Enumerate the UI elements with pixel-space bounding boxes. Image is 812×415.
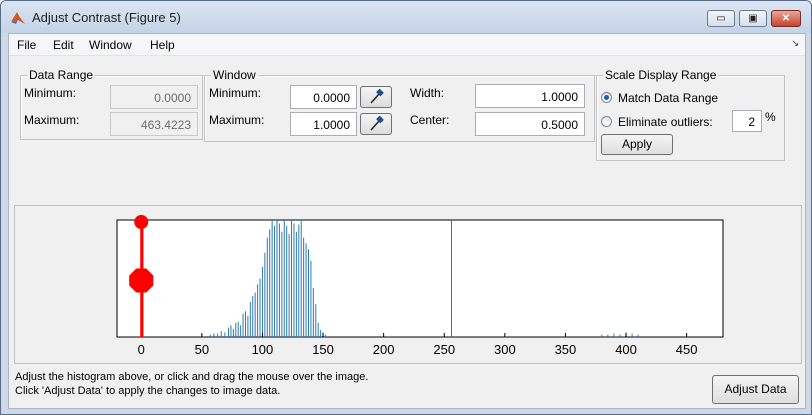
scale-title: Scale Display Range xyxy=(603,68,719,82)
match-data-range-label[interactable]: Match Data Range xyxy=(618,91,719,105)
x-tick-label: 350 xyxy=(555,342,577,357)
plot-area xyxy=(116,219,724,338)
x-tick-label: 50 xyxy=(195,342,209,357)
x-tick-label: 250 xyxy=(433,342,455,357)
client-area: File Edit Window Help ↘ Data Range Minim… xyxy=(8,33,806,409)
eliminate-outliers-radio[interactable] xyxy=(601,116,612,127)
data-max-field: 463.4223 xyxy=(110,112,198,136)
match-data-range-radio[interactable] xyxy=(601,92,612,103)
window-min-label: Minimum: xyxy=(209,86,262,100)
data-min-field: 0.0000 xyxy=(110,85,198,109)
menu-window[interactable]: Window xyxy=(89,38,132,52)
eyedropper-icon xyxy=(370,88,384,104)
outliers-percent-field[interactable]: 2 xyxy=(732,110,762,132)
window-title: Adjust Contrast (Figure 5) xyxy=(32,10,181,25)
help-text-line2: Click 'Adjust Data' to apply the changes… xyxy=(15,385,281,397)
matlab-icon xyxy=(11,12,25,24)
pick-max-button[interactable] xyxy=(360,113,392,135)
x-tick-label: 200 xyxy=(373,342,395,357)
window-max-label: Maximum: xyxy=(209,113,265,127)
x-tick-label: 100 xyxy=(252,342,274,357)
window-center-field[interactable]: 0.5000 xyxy=(475,112,585,136)
menu-edit[interactable]: Edit xyxy=(53,38,74,52)
data-max-label: Maximum: xyxy=(24,113,80,127)
window-width-label: Width: xyxy=(410,86,445,100)
window-panel-title: Window xyxy=(211,68,258,82)
help-text-line1: Adjust the histogram above, or click and… xyxy=(15,371,369,383)
window-panel: Window Minimum: 0.0000 Maximum: 1.0000 W… xyxy=(204,68,595,142)
eyedropper-icon xyxy=(370,115,384,131)
x-tick-label: 300 xyxy=(494,342,516,357)
histogram-panel xyxy=(14,205,802,364)
maximize-button[interactable]: ▣ xyxy=(739,10,767,27)
data-range-title: Data Range xyxy=(27,68,96,82)
title-bar[interactable]: Adjust Contrast (Figure 5) ▭ ▣ ✕ xyxy=(1,1,811,33)
window-center-label: Center: xyxy=(410,113,450,127)
data-min-label: Minimum: xyxy=(24,86,77,100)
percent-label: % xyxy=(765,110,776,124)
window-max-handle[interactable] xyxy=(134,215,149,229)
menu-bar: File Edit Window Help ↘ xyxy=(9,34,805,56)
eliminate-outliers-label[interactable]: Eliminate outliers: xyxy=(618,115,713,129)
window-width-field[interactable]: 1.0000 xyxy=(475,84,585,108)
histogram-chart[interactable]: 0 50 100 150 200 250 300 350 400 450 xyxy=(15,206,799,361)
menu-file[interactable]: File xyxy=(17,38,37,52)
x-tick-label: 450 xyxy=(676,342,698,357)
chevron-down-icon[interactable]: ↘ xyxy=(791,38,799,48)
menu-help[interactable]: Help xyxy=(150,38,175,52)
window-max-field[interactable]: 1.0000 xyxy=(290,112,357,136)
minimize-button[interactable]: ▭ xyxy=(707,10,735,27)
pick-min-button[interactable] xyxy=(360,86,392,108)
x-tick-label: 400 xyxy=(615,342,637,357)
scale-display-range-panel: Scale Display Range Match Data Range Eli… xyxy=(596,68,785,161)
x-tick-label: 0 xyxy=(138,342,145,357)
x-tick-label: 150 xyxy=(312,342,334,357)
close-button[interactable]: ✕ xyxy=(771,10,801,27)
window-min-field[interactable]: 0.0000 xyxy=(290,85,357,109)
adjust-data-button[interactable]: Adjust Data xyxy=(712,375,799,404)
apply-button[interactable]: Apply xyxy=(601,134,673,155)
window-center-handle[interactable] xyxy=(129,268,154,293)
data-range-panel: Data Range Minimum: 0.0000 Maximum: 463.… xyxy=(20,68,203,140)
